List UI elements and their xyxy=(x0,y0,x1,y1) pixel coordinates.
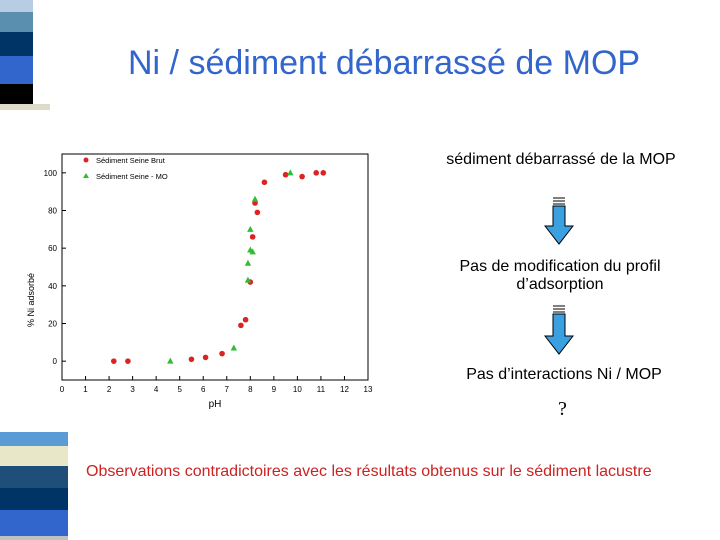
y-tick-label: 100 xyxy=(44,169,58,178)
x-axis-ticks: 0 1 2 3 4 5 6 7 8 9 10 11 12 13 xyxy=(60,376,373,394)
point-series-0 xyxy=(320,170,327,176)
slide-title: Ni / sédiment débarrassé de MOP xyxy=(128,44,641,82)
point-series-0 xyxy=(125,358,131,364)
point-series-0 xyxy=(313,170,320,176)
x-tick-label: 7 xyxy=(225,385,230,394)
y-tick-label: 40 xyxy=(48,282,57,291)
x-tick-label: 9 xyxy=(272,385,277,394)
x-tick-label: 0 xyxy=(60,385,65,394)
point-series-1 xyxy=(251,195,259,202)
point-series-0 xyxy=(188,356,195,363)
point-series-0 xyxy=(202,354,209,361)
x-tick-label: 1 xyxy=(83,385,88,394)
point-series-1 xyxy=(244,259,252,266)
point-series-0 xyxy=(110,358,117,364)
x-tick-label: 11 xyxy=(317,385,326,394)
point-series-0 xyxy=(219,350,225,357)
question-mark: ? xyxy=(558,398,567,420)
conclusion-text: Observations contradictoires avec les ré… xyxy=(86,463,652,480)
point-series-1 xyxy=(230,344,238,351)
point-series-1 xyxy=(247,225,254,232)
down-arrow-2-icon xyxy=(544,305,574,355)
x-tick-label: 5 xyxy=(177,385,182,394)
legend-marker-mo xyxy=(83,173,89,178)
x-tick-label: 13 xyxy=(364,385,373,394)
note-sediment: sédiment débarrassé de la MOP xyxy=(446,151,676,168)
point-series-1 xyxy=(244,276,252,283)
x-tick-label: 6 xyxy=(201,385,206,394)
y-axis-label: % Ni adsorbé xyxy=(26,273,36,327)
point-series-0 xyxy=(299,173,305,180)
legend-label-brut: Sédiment Seine Brut xyxy=(96,156,166,165)
top-decoration-strips xyxy=(0,0,72,110)
x-tick-label: 10 xyxy=(293,385,302,394)
legend: Sédiment Seine Brut Sédiment Seine - MO xyxy=(83,156,168,181)
point-series-1 xyxy=(167,357,174,364)
x-tick-label: 4 xyxy=(154,385,159,394)
y-tick-label: 60 xyxy=(48,244,57,253)
y-tick-label: 20 xyxy=(48,320,57,329)
legend-label-mo: Sédiment Seine - MO xyxy=(96,172,168,181)
y-tick-label: 80 xyxy=(48,207,57,216)
note-no-modification: Pas de modification du profil d’adsorpti… xyxy=(459,258,661,293)
point-series-0 xyxy=(238,322,244,329)
point-series-0 xyxy=(242,316,249,323)
plot-area xyxy=(61,153,369,381)
data-points xyxy=(110,169,327,364)
x-tick-label: 8 xyxy=(248,385,253,394)
point-series-0 xyxy=(261,179,268,186)
point-series-0 xyxy=(254,209,261,216)
point-series-1 xyxy=(249,248,256,255)
x-tick-label: 12 xyxy=(340,385,349,394)
x-axis-label: pH xyxy=(209,399,222,410)
down-arrow-1-icon xyxy=(544,197,574,245)
y-tick-label: 0 xyxy=(53,357,58,366)
legend-marker-brut xyxy=(83,157,89,163)
point-series-0 xyxy=(282,171,289,178)
y-axis-ticks: 0 20 40 60 80 100 xyxy=(44,169,66,366)
x-tick-label: 2 xyxy=(107,385,112,394)
bottom-decoration-strips xyxy=(0,432,72,540)
x-tick-label: 3 xyxy=(130,385,135,394)
point-series-0 xyxy=(249,234,256,240)
note-no-interactions: Pas d’interactions Ni / MOP xyxy=(466,366,662,383)
point-series-1 xyxy=(287,169,294,176)
